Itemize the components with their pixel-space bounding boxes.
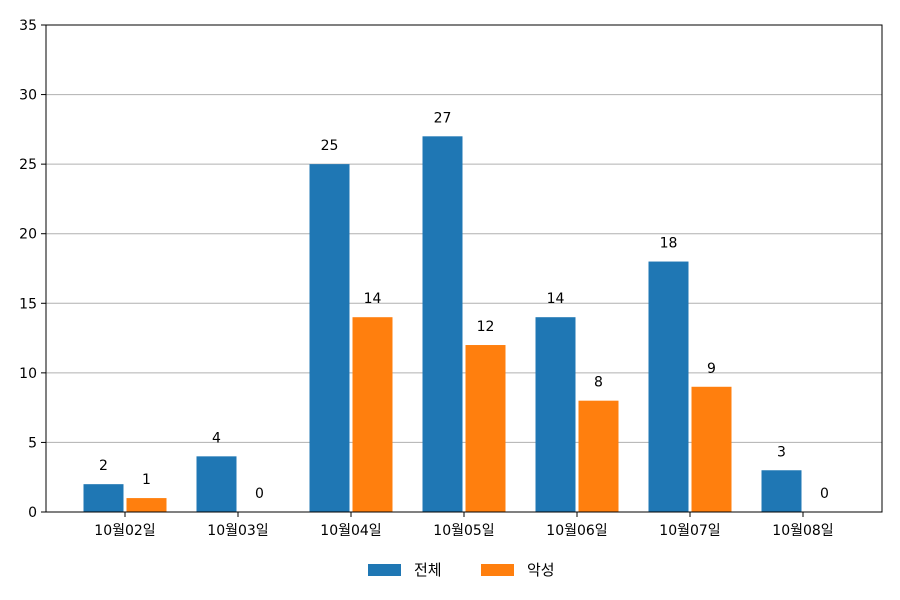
bar-malicious <box>352 317 393 512</box>
bar-value-label: 14 <box>364 291 382 307</box>
bar-value-label: 0 <box>820 486 829 502</box>
bar-value-label: 4 <box>212 430 221 446</box>
y-tick-label: 5 <box>28 435 37 451</box>
legend: 전체 악성 <box>368 561 555 579</box>
bar-value-label: 0 <box>255 486 264 502</box>
x-tick-label: 10월08일 <box>772 523 833 539</box>
bar-total <box>761 470 802 512</box>
y-tick-label: 0 <box>28 505 37 521</box>
bar-value-label: 9 <box>707 361 716 377</box>
bar-malicious <box>578 400 619 512</box>
x-tick-label: 10월04일 <box>320 523 381 539</box>
legend-label-malicious: 악성 <box>527 561 555 579</box>
x-tick-label: 10월06일 <box>546 523 607 539</box>
x-tick-label: 10월07일 <box>659 523 720 539</box>
bar-value-label: 27 <box>434 110 452 126</box>
x-tick-label: 10월03일 <box>207 523 268 539</box>
gridlines <box>46 94 882 443</box>
bar-value-label: 3 <box>777 444 786 460</box>
bar-total <box>196 456 237 512</box>
bar-value-label: 18 <box>660 236 678 252</box>
y-tick-label: 35 <box>19 18 37 34</box>
bar-malicious <box>691 386 732 512</box>
y-tick-label: 25 <box>19 157 37 173</box>
bar-malicious <box>126 498 167 512</box>
y-tick-label: 15 <box>19 296 37 312</box>
legend-label-total: 전체 <box>414 561 442 579</box>
bar-value-label: 1 <box>142 472 151 488</box>
x-tick-label: 10월02일 <box>94 523 155 539</box>
plot-frame <box>45 24 883 513</box>
bar-total <box>309 164 350 512</box>
bar-value-label: 12 <box>477 319 495 335</box>
bar-value-label: 2 <box>99 458 108 474</box>
bar-total <box>535 317 576 512</box>
bar-value-label: 14 <box>547 291 565 307</box>
bars <box>83 136 802 513</box>
y-tick-label: 30 <box>19 88 37 104</box>
legend-swatch-total <box>368 564 401 576</box>
bar-total <box>648 261 689 512</box>
legend-swatch-malicious <box>481 564 514 576</box>
bar-value-label: 25 <box>321 138 339 154</box>
x-tick-label: 10월05일 <box>433 523 494 539</box>
y-tick-label: 20 <box>19 227 37 243</box>
bar-total <box>83 484 124 512</box>
y-tick-label: 10 <box>19 366 37 382</box>
bar-total <box>422 136 463 513</box>
bar-malicious <box>465 345 506 512</box>
bar-value-label: 8 <box>594 375 603 391</box>
